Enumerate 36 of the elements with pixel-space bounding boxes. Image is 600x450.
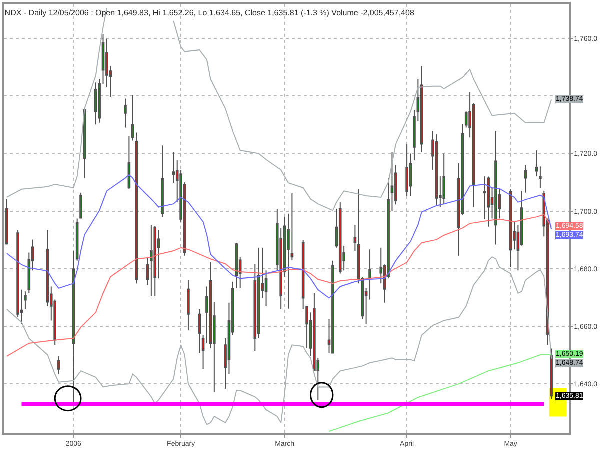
candlestick [550, 348, 553, 400]
candlestick [202, 334, 205, 370]
line-series [328, 354, 552, 432]
candlestick [435, 134, 438, 206]
text: NDX - Daily 12/05/2006 : Open 1,649.83, Hi 1,652.26, Lo 1,634.65, Close 1,635.81 (-1.3 %) Volume -2,005,457,408 [4, 8, 415, 18]
candlestick [187, 280, 190, 331]
candlestick [150, 224, 153, 298]
candlestick [406, 144, 408, 197]
candlestick [161, 145, 164, 218]
candlestick [198, 308, 201, 354]
candlestick [76, 218, 79, 262]
candlestick [354, 224, 357, 252]
candlestick [57, 356, 60, 375]
candlestick [487, 176, 490, 228]
candlestick [368, 249, 372, 300]
candlestick [94, 82, 98, 126]
candlestick [80, 192, 82, 220]
candlestick [535, 150, 538, 177]
candlestick [494, 130, 498, 246]
candlestick [154, 225, 157, 298]
line-series [6, 256, 552, 426]
candlestick [146, 257, 150, 286]
candlestick [98, 78, 101, 124]
candlestick [338, 202, 342, 274]
candlestick [128, 136, 131, 190]
candlestick [524, 164, 528, 194]
candlestick [509, 188, 512, 268]
candlestick [102, 33, 105, 85]
candlestick [332, 260, 334, 354]
candlestick [6, 198, 8, 246]
line-series [6, 174, 552, 299]
candlestick [124, 98, 127, 128]
candlestick [442, 153, 446, 205]
line-series [6, 214, 552, 357]
candlestick [420, 66, 424, 153]
candlestick [539, 166, 542, 188]
